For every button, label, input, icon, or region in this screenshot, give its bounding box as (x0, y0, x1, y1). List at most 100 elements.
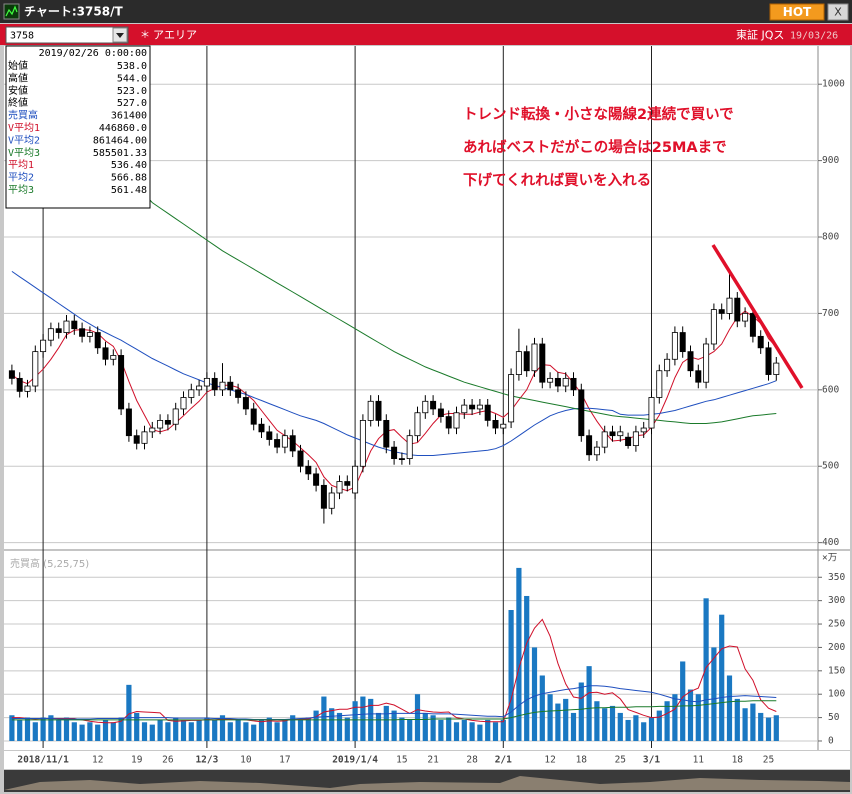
volume-bar (399, 717, 405, 741)
volume-bar (531, 647, 538, 741)
volume-ma-line (11, 700, 777, 721)
candle-body (578, 389, 585, 437)
candle-body (289, 435, 296, 452)
info-label: V平均2 (8, 134, 40, 146)
info-label: 平均1 (8, 159, 34, 171)
candle-body (484, 404, 491, 421)
volume-bar (329, 708, 335, 741)
candle-body (664, 358, 671, 372)
candle-body (203, 377, 210, 387)
volume-bar (336, 712, 343, 741)
window-title: チャート:3758/T (24, 5, 123, 19)
annotation-text: トレンド転換・小さな陽線2連続で買いで (463, 105, 734, 123)
volume-bar (742, 708, 748, 741)
volume-bar (282, 719, 288, 741)
volume-bar (157, 719, 163, 741)
volume-bar (648, 717, 655, 741)
volume-bar (500, 719, 506, 741)
hot-label[interactable]: HOT (783, 5, 812, 19)
candle-body (554, 377, 561, 387)
volume-bar (102, 719, 109, 741)
x-tick-label: 2/1 (495, 755, 512, 766)
volume-bar (79, 724, 85, 741)
candle-body (476, 404, 483, 410)
volume-bar (594, 701, 600, 741)
volume-bar (204, 717, 210, 741)
volume-bar (485, 719, 491, 741)
candle-body (196, 385, 203, 391)
volume-bar (695, 694, 701, 741)
candle-body (523, 351, 530, 372)
x-tick-label: 18 (732, 755, 744, 766)
candle-body (539, 343, 546, 383)
volume-bar (235, 719, 241, 741)
y-tick-label: 900 (822, 155, 839, 166)
info-label: 平均3 (8, 184, 34, 196)
candle-body (656, 370, 663, 398)
close-button[interactable] (827, 3, 849, 21)
candle-body (422, 400, 429, 414)
x-tick-label: 11 (693, 755, 705, 766)
volume-bar (375, 712, 382, 741)
volume-bar (352, 701, 358, 741)
info-value: 566.88 (111, 173, 147, 184)
volume-bar (219, 715, 226, 741)
candle-body (757, 335, 764, 349)
info-value: 523.0 (117, 86, 147, 97)
y-tick-label: 0 (828, 735, 834, 746)
hot-button[interactable] (769, 3, 825, 21)
candle-body (102, 347, 109, 360)
candle-body (8, 370, 15, 379)
code-text[interactable]: 3758 (10, 31, 34, 42)
candle-body (617, 431, 624, 437)
volume-bar (141, 722, 148, 741)
volume-bar (446, 717, 452, 741)
volume-bar (95, 724, 101, 741)
y-tick-label: 300 (828, 595, 845, 606)
volume-bar (750, 703, 756, 741)
candle-body (749, 313, 756, 337)
dropdown-arrow[interactable] (116, 33, 124, 38)
y-tick-label: 600 (822, 384, 839, 395)
candle-body (94, 332, 101, 349)
volume-bar (726, 675, 733, 741)
candle-body (266, 431, 273, 440)
volume-bar (609, 705, 616, 741)
candle-body (437, 408, 444, 417)
candle-body (281, 435, 288, 448)
volume-bar (321, 696, 327, 741)
volume-bar (563, 698, 569, 741)
close-label[interactable]: X (834, 6, 842, 19)
info-value: 585501.33 (93, 148, 147, 159)
volume-unit: ×万 (822, 553, 837, 564)
volume-bar (165, 722, 171, 741)
volume-bar (173, 717, 179, 741)
volume-ma-line (11, 685, 777, 720)
code-input[interactable] (5, 26, 129, 44)
info-date: 2019/02/26 0:00:00 (39, 48, 147, 59)
candle-body (742, 313, 749, 322)
candle-body (710, 309, 717, 345)
candle-body (500, 423, 507, 429)
candle-body (79, 328, 86, 337)
candle-body (671, 332, 678, 360)
candle-body (305, 465, 312, 475)
candle-body (40, 339, 47, 353)
volume-bar (212, 719, 218, 741)
volume-bar (672, 694, 678, 741)
toolbar-date: 19/03/26 (790, 31, 838, 42)
candle-body (734, 297, 741, 322)
volume-bar (391, 710, 397, 741)
candle-body (188, 389, 195, 398)
volume-bar (492, 722, 499, 741)
info-value: 861464.00 (93, 135, 147, 146)
y-tick-label: 1000 (822, 79, 845, 90)
date-axis (4, 751, 850, 769)
candle-body (336, 481, 343, 494)
info-value: 536.40 (111, 160, 147, 171)
candle-body (648, 397, 655, 429)
volume-bar (258, 719, 265, 741)
volume-bar (274, 722, 280, 741)
